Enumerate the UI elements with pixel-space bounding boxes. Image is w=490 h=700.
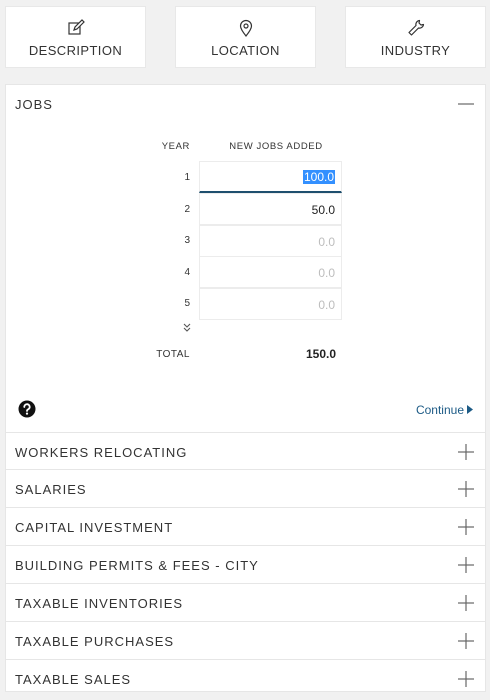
tab-industry-label: INDUSTRY [380, 43, 451, 58]
new-jobs-input-year-2[interactable]: 50.0 [199, 193, 342, 225]
jobs-section-title: JOBS [15, 97, 53, 112]
taxable-sales-section-header[interactable]: TAXABLE SALES [6, 660, 485, 698]
tab-description-label: DESCRIPTION [28, 43, 123, 58]
year-label: 2 [184, 204, 190, 215]
new-jobs-value: 100.0 [302, 170, 335, 184]
tab-bar: DESCRIPTION LOCATION INDUSTRY [5, 6, 486, 68]
new-jobs-input-year-4[interactable]: 0.0 [199, 256, 342, 288]
plus-icon[interactable] [457, 594, 475, 612]
tab-location[interactable]: LOCATION [175, 6, 316, 68]
total-value: 150.0 [305, 347, 336, 361]
wrench-icon [407, 19, 424, 36]
year-label: 1 [184, 172, 190, 183]
edit-icon [67, 19, 85, 35]
new-jobs-input-year-3[interactable]: 0.0 [199, 225, 342, 257]
plus-icon[interactable] [457, 518, 475, 536]
taxable-purchases-section-header[interactable]: TAXABLE PURCHASES [6, 622, 485, 660]
workers-relocating-section-header[interactable]: WORKERS RELOCATING [6, 432, 485, 470]
continue-button[interactable]: Continue [416, 403, 473, 417]
caret-right-icon [467, 405, 473, 414]
plus-icon[interactable] [457, 480, 475, 498]
double-chevron-down-icon[interactable] [182, 323, 192, 333]
jobs-section-header[interactable]: JOBS [6, 85, 485, 123]
section-title: BUILDING PERMITS & FEES - CITY [15, 558, 259, 573]
year-label: 3 [184, 235, 190, 246]
new-jobs-input-year-5[interactable]: 0.0 [199, 288, 342, 320]
capital-investment-section-header[interactable]: CAPITAL INVESTMENT [6, 508, 485, 546]
section-title: SALARIES [15, 482, 87, 497]
year-column-header: YEAR [161, 141, 190, 152]
plus-icon[interactable] [457, 443, 475, 461]
new-jobs-column-header: NEW JOBS ADDED [229, 141, 323, 152]
tab-location-label: LOCATION [211, 43, 280, 58]
plus-icon[interactable] [457, 556, 475, 574]
section-title: TAXABLE PURCHASES [15, 634, 175, 649]
taxable-inventories-section-header[interactable]: TAXABLE INVENTORIES [6, 584, 485, 622]
tab-description[interactable]: DESCRIPTION [5, 6, 146, 68]
section-title: TAXABLE SALES [15, 672, 132, 687]
new-jobs-placeholder: 0.0 [318, 235, 335, 249]
salaries-section-header[interactable]: SALARIES [6, 470, 485, 508]
continue-label: Continue [415, 403, 464, 417]
building-permits-section-header[interactable]: BUILDING PERMITS & FEES - CITY [6, 546, 485, 584]
inputs-panel: JOBS YEAR NEW JOBS ADDED 1 100.0 2 50.0 … [5, 84, 486, 692]
total-label: TOTAL [156, 349, 190, 360]
section-title: WORKERS RELOCATING [15, 445, 188, 460]
new-jobs-placeholder: 0.0 [318, 266, 335, 280]
year-label: 4 [184, 267, 190, 278]
new-jobs-input-year-1[interactable]: 100.0 [199, 161, 342, 193]
question-circle-icon[interactable] [18, 400, 36, 418]
section-title: CAPITAL INVESTMENT [15, 520, 174, 535]
plus-icon[interactable] [457, 670, 475, 688]
new-jobs-value: 50.0 [311, 203, 335, 217]
year-label: 5 [184, 298, 190, 309]
tab-industry[interactable]: INDUSTRY [345, 6, 486, 68]
section-title: TAXABLE INVENTORIES [15, 596, 184, 611]
minus-icon[interactable] [457, 95, 475, 113]
new-jobs-placeholder: 0.0 [318, 298, 335, 312]
map-pin-icon [239, 19, 252, 37]
plus-icon[interactable] [457, 632, 475, 650]
